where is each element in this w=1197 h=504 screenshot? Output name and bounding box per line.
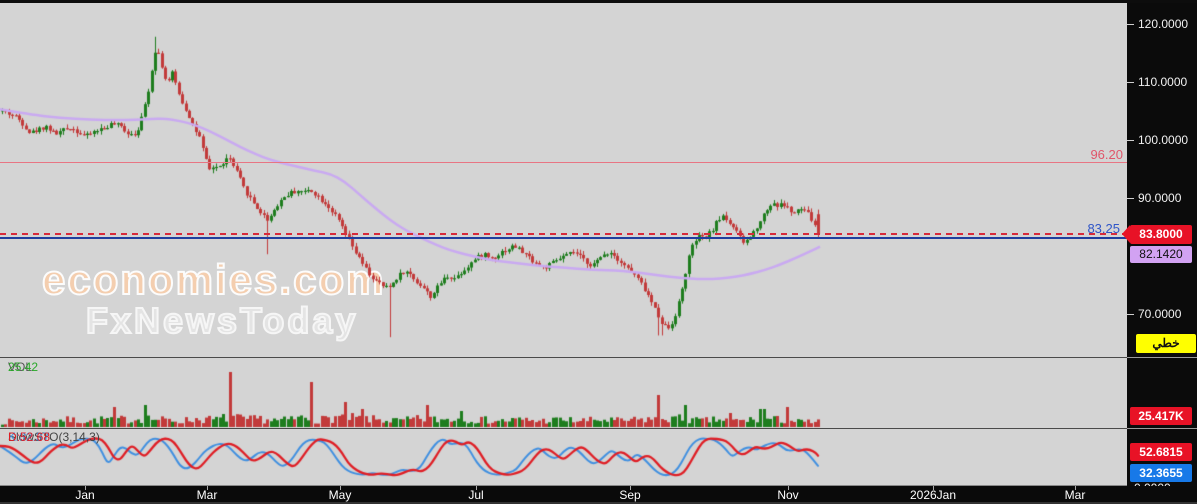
month-tick (340, 486, 341, 490)
stochastic-k-value: K:32.37 (8, 430, 50, 444)
price-chart-canvas[interactable] (0, 0, 1127, 358)
price-volume-divider-axis (1127, 357, 1197, 358)
month-label: Sep (619, 488, 641, 502)
month-tick (476, 486, 477, 490)
month-tick (933, 486, 934, 490)
ma-value-box: 82.1420 (1130, 245, 1192, 263)
price-tick (1127, 82, 1134, 83)
volume-title: VOL (8, 360, 33, 374)
time-axis[interactable]: Jan Mar May Jul Sep Nov 2026Jan Mar (0, 486, 1197, 504)
last-price-arrow (1122, 224, 1130, 243)
month-label: Jan (75, 488, 95, 502)
scale-type-button[interactable]: خطي (1136, 334, 1196, 353)
price-axis[interactable]: 83.8000 82.1420 خطي 25.417K 52.6815 32.3… (1122, 0, 1197, 504)
price-tick (1127, 198, 1134, 199)
month-label: Mar (1064, 488, 1086, 502)
month-label: Jul (468, 488, 484, 502)
volume-value-box: 25.417K (1130, 407, 1192, 425)
stochastic-k-box: 32.3655 (1130, 464, 1192, 482)
support-price-label: 83.25 (1087, 221, 1120, 237)
price-volume-divider[interactable] (0, 357, 1127, 358)
price-tick (1127, 24, 1134, 25)
stochastic-title: SlowSTO(3,14,3) (8, 430, 100, 444)
resistance-price-label: 96.20 (1090, 147, 1123, 163)
price-tick-label: 90.0000 (1138, 191, 1182, 205)
last-price-dashed-line (0, 232, 1127, 235)
price-tick-label: 70.0000 (1138, 307, 1182, 321)
price-tick (1127, 314, 1134, 315)
stochastic-bottom-divider (0, 485, 1127, 486)
month-label: Nov (777, 488, 799, 502)
month-tick (85, 486, 86, 490)
support-line[interactable] (0, 237, 1127, 240)
month-label: Mar (196, 488, 218, 502)
resistance-line[interactable] (0, 162, 1127, 164)
month-tick (1075, 486, 1076, 490)
volume-stochastic-divider[interactable] (0, 428, 1127, 429)
month-label: May (328, 488, 352, 502)
month-label: 2026Jan (909, 488, 957, 502)
stochastic-d-value: D:52.68 (8, 430, 51, 444)
price-tick (1127, 140, 1134, 141)
price-tick-label: 120.0000 (1138, 17, 1189, 31)
month-tick (207, 486, 208, 490)
stochastic-chart-canvas[interactable] (0, 428, 1127, 485)
stochastic-d-box: 52.6815 (1130, 443, 1192, 461)
last-price-box: 83.8000 (1122, 224, 1192, 244)
price-tick-label: 110.0000 (1138, 75, 1188, 89)
top-border (0, 0, 1197, 3)
month-tick (630, 486, 631, 490)
volume-current-value: 25.42 (8, 360, 39, 374)
volume-stochastic-divider-axis (1127, 428, 1197, 429)
bottom-scroll-strip (0, 502, 1197, 504)
month-tick (788, 486, 789, 490)
price-tick-label: 100.0000 (1138, 133, 1189, 147)
volume-chart-canvas[interactable] (0, 358, 1127, 428)
